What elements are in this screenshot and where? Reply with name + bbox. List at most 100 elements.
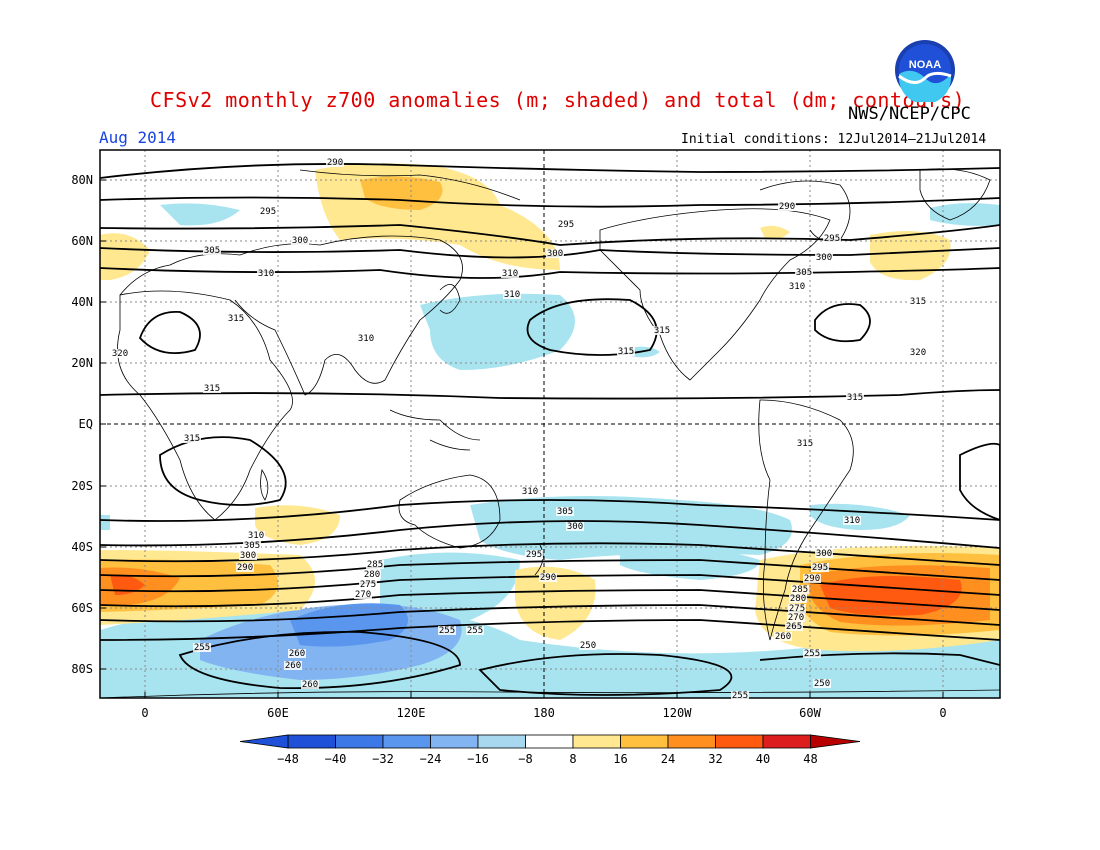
contour-label: 300 <box>292 236 308 246</box>
lon-label: 60W <box>799 706 821 720</box>
contour-label: 300 <box>547 249 563 259</box>
contour-label: 265 <box>786 622 802 632</box>
lat-label: EQ <box>79 417 93 431</box>
colorbar-segment <box>287 734 336 749</box>
lat-label: 40N <box>71 295 93 309</box>
colorbar-tick: −16 <box>467 752 489 766</box>
contour-label: 290 <box>327 158 343 168</box>
contour-label: 320 <box>910 348 926 358</box>
colorbar-segment <box>525 734 574 749</box>
lat-label: 20S <box>71 479 93 493</box>
contour-labels: 2902953003053103153202953003103103103153… <box>111 158 927 701</box>
contour-label: 300 <box>816 549 832 559</box>
logo-text: NOAA <box>909 59 941 71</box>
contour-label: 260 <box>289 649 305 659</box>
contour-label: 310 <box>248 531 264 541</box>
contour-label: 310 <box>844 516 860 526</box>
contour-label: 260 <box>775 632 791 642</box>
lon-label: 0 <box>939 706 946 720</box>
contour-label: 305 <box>204 246 220 256</box>
colorbar-segment <box>430 734 479 749</box>
colorbar-tick: −24 <box>420 752 442 766</box>
colorbar-arrow-right <box>810 734 861 749</box>
lon-label: 120E <box>397 706 426 720</box>
lon-label: 60E <box>267 706 289 720</box>
colorbar-tick: 32 <box>708 752 722 766</box>
colorbar-tick: −8 <box>518 752 532 766</box>
lon-label: 120W <box>663 706 693 720</box>
contour-label: 285 <box>367 560 383 570</box>
contour-label: 315 <box>184 434 200 444</box>
lat-label: 20N <box>71 356 93 370</box>
contour-label: 280 <box>364 570 380 580</box>
contour-label: 260 <box>302 680 318 690</box>
contour-label: 310 <box>502 269 518 279</box>
lat-label: 40S <box>71 540 93 554</box>
contour-label: 255 <box>732 691 748 701</box>
height-contours <box>100 163 1000 696</box>
colorbar-tick: 16 <box>613 752 627 766</box>
contour-label: 280 <box>790 594 806 604</box>
agency-label: NWS/NCEP/CPC <box>848 104 971 124</box>
contour-label: 305 <box>244 541 260 551</box>
contour-label: 290 <box>540 573 556 583</box>
contour-label: 295 <box>526 550 542 560</box>
contour-label: 315 <box>204 384 220 394</box>
colorbar-segment <box>382 734 431 749</box>
contour-label: 310 <box>504 290 520 300</box>
colorbar-tick: 40 <box>756 752 770 766</box>
contour-label: 295 <box>824 234 840 244</box>
initial-conditions: Initial conditions: 12Jul2014–21Jul2014 <box>681 132 987 147</box>
contour-label: 300 <box>567 522 583 532</box>
contour-label: 310 <box>789 282 805 292</box>
colorbar-tick: 48 <box>803 752 817 766</box>
colorbar-segment <box>715 734 764 749</box>
contour-label: 310 <box>358 334 374 344</box>
contour-label: 255 <box>194 643 210 653</box>
contour-label: 295 <box>558 220 574 230</box>
colorbar: −48 −40 −32 −24 −16 −8 8 16 24 32 40 48 <box>239 734 861 766</box>
longitude-labels: 0 60E 120E 180 120W 60W 0 <box>141 692 947 720</box>
contour-label: 295 <box>812 563 828 573</box>
contour-label: 305 <box>796 268 812 278</box>
contour-label: 315 <box>847 393 863 403</box>
colorbar-tick: 24 <box>661 752 675 766</box>
colorbar-tick: 8 <box>569 752 576 766</box>
contour-label: 310 <box>522 487 538 497</box>
contour-label: 290 <box>804 574 820 584</box>
lat-label: 80S <box>71 662 93 676</box>
coastlines <box>100 168 1000 698</box>
contour-label: 290 <box>237 563 253 573</box>
contour-label: 315 <box>654 326 670 336</box>
contour-label: 255 <box>439 626 455 636</box>
lat-label: 60N <box>71 234 93 248</box>
colorbar-tick: −32 <box>372 752 394 766</box>
contour-label: 275 <box>789 604 805 614</box>
noaa-logo: NOAA <box>895 40 955 102</box>
colorbar-segment <box>572 734 621 749</box>
contour-label: 300 <box>816 253 832 263</box>
map-title: CFSv2 monthly z700 anomalies (m; shaded)… <box>150 88 966 112</box>
contour-label: 270 <box>355 590 371 600</box>
contour-label: 250 <box>580 641 596 651</box>
contour-label: 295 <box>260 207 276 217</box>
colorbar-segment <box>620 734 669 749</box>
contour-label: 250 <box>814 679 830 689</box>
contour-label: 275 <box>360 580 376 590</box>
lon-label: 0 <box>141 706 148 720</box>
colorbar-tick: −48 <box>277 752 299 766</box>
contour-label: 285 <box>792 585 808 595</box>
colorbar-tick: −40 <box>325 752 347 766</box>
contour-label: 290 <box>779 202 795 212</box>
forecast-period: Aug 2014 <box>99 128 177 147</box>
lat-label: 60S <box>71 601 93 615</box>
contour-label: 270 <box>788 613 804 623</box>
contour-label: 255 <box>467 626 483 636</box>
contour-label: 315 <box>797 439 813 449</box>
colorbar-segment <box>335 734 384 749</box>
lon-label: 180 <box>533 706 555 720</box>
contour-label: 315 <box>618 347 634 357</box>
contour-label: 260 <box>285 661 301 671</box>
contour-label: 315 <box>228 314 244 324</box>
